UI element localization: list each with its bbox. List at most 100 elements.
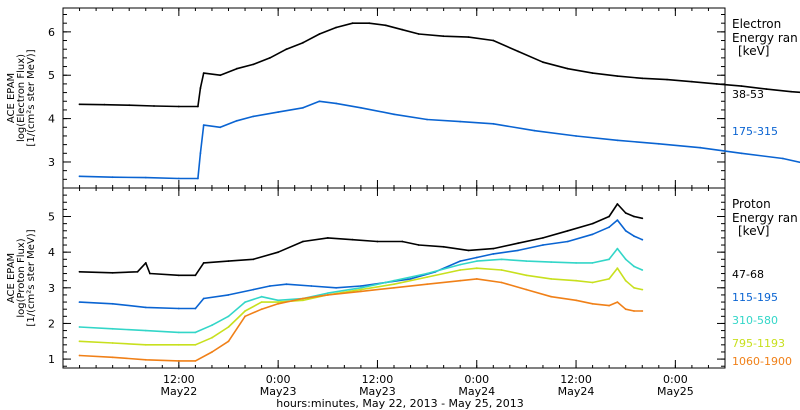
series-point-0-1-20 [575,135,577,137]
series-point-1-1-4 [194,307,197,310]
legend-unit-0: [keV] [738,44,769,58]
series-point-1-3-6 [227,326,230,328]
series-point-1-2-15 [459,263,462,266]
series-point-1-2-20 [575,262,577,264]
series-point-1-0-18 [467,249,470,252]
series-point-0-1-7 [219,126,222,129]
series-point-0-1-0 [78,175,81,178]
series-point-0-0-6 [199,87,202,90]
series-point-1-3-2 [144,343,147,346]
legend-title-0: Electron [732,17,781,31]
series-point-0-1-22 [657,142,660,145]
series-point-1-1-17 [475,256,478,259]
series-point-1-3-13 [393,283,395,286]
legend-entry-1-1: 115-195 [732,291,778,304]
series-point-1-1-7 [252,288,255,291]
xtick-label-0: 12:00 [163,373,195,386]
series-point-1-4-21 [591,302,594,305]
legend-entry-1-2: 310-580 [732,314,778,327]
series-point-0-0-7 [202,72,205,74]
series-point-0-1-4 [197,177,199,180]
ylabel-line-0-2: [1/(cm²s ster MeV)] [26,49,37,146]
series-point-1-3-9 [277,301,279,303]
series-point-0-0-2 [128,104,131,107]
series-point-0-0-1 [103,103,106,106]
series-point-1-4-11 [326,294,329,296]
series-point-1-0-0 [78,270,81,273]
series-point-0-1-25 [782,157,784,160]
series-point-0-0-23 [492,39,495,42]
series-point-1-3-20 [575,279,577,282]
series-point-1-3-3 [177,343,180,346]
series-point-0-0-29 [641,77,644,80]
series-point-0-0-24 [517,50,519,53]
ytick-label-1-2: 3 [48,282,55,295]
series-point-1-0-7 [202,262,205,264]
series-point-1-4-3 [177,360,180,362]
series-point-0-0-13 [302,41,304,44]
series-point-1-4-24 [624,308,627,311]
series-point-1-2-13 [393,279,395,282]
series-point-1-3-4 [194,343,197,346]
series-point-0-1-23 [699,146,702,149]
series-point-1-4-13 [393,286,395,289]
series-point-0-0-8 [219,74,222,77]
series-point-1-0-25 [616,203,619,205]
series-point-1-1-5 [202,297,205,300]
xtick-date-2: May23 [359,385,396,398]
series-point-1-0-21 [542,237,544,239]
series-point-1-1-16 [459,260,462,262]
series-point-1-2-22 [608,258,610,261]
series-point-1-3-21 [591,281,594,284]
series-point-1-4-14 [426,283,428,286]
series-point-1-1-25 [624,229,627,232]
series-point-1-0-13 [351,238,354,241]
series-point-0-0-11 [269,57,271,59]
series-point-1-1-18 [492,253,495,255]
series-point-1-0-24 [608,215,610,218]
series-point-0-0-4 [177,105,180,108]
data-layer [78,22,800,362]
series-point-0-0-16 [351,22,354,25]
series-point-0-1-11 [302,106,304,109]
series-point-0-0-19 [401,28,404,31]
series-point-1-3-14 [426,276,428,278]
series-point-0-0-26 [566,67,569,70]
series-point-1-2-17 [500,258,503,261]
series-point-1-1-19 [517,249,519,252]
xtick-date-5: May25 [657,385,694,398]
series-point-1-1-21 [566,240,569,243]
series-point-1-3-8 [260,301,263,303]
series-point-0-1-3 [177,177,180,180]
series-point-1-2-18 [525,260,528,262]
series-point-1-1-11 [335,286,337,289]
series-point-1-0-23 [591,222,594,225]
xtick-date-0: May22 [160,385,197,398]
series-point-1-4-7 [244,315,247,318]
ytick-label-1-1: 2 [48,317,55,330]
xtick-label-1: 0:00 [266,373,291,386]
series-point-0-0-14 [318,33,321,35]
series-point-1-0-20 [517,242,519,245]
series-point-1-0-26 [624,212,627,214]
series-point-0-0-27 [591,72,594,74]
series-point-1-4-15 [459,279,462,282]
series-point-1-1-9 [285,283,288,286]
series-point-0-1-15 [393,113,395,116]
series-point-1-0-8 [227,260,230,262]
xtick-label-4: 12:00 [560,373,592,386]
series-point-1-4-12 [360,290,362,293]
series-point-0-1-16 [426,118,428,121]
series-point-1-4-1 [111,356,114,359]
series-point-0-0-0 [78,103,81,106]
series-point-1-2-24 [624,258,627,261]
series-point-1-4-19 [550,295,553,298]
series-point-0-0-17 [368,22,371,25]
series-line-0-1 [79,100,800,180]
series-point-1-4-22 [608,304,610,307]
series-point-1-0-27 [633,215,635,218]
series-point-0-0-3 [153,105,155,107]
series-point-1-1-23 [608,226,610,229]
series-point-0-1-6 [202,124,205,126]
